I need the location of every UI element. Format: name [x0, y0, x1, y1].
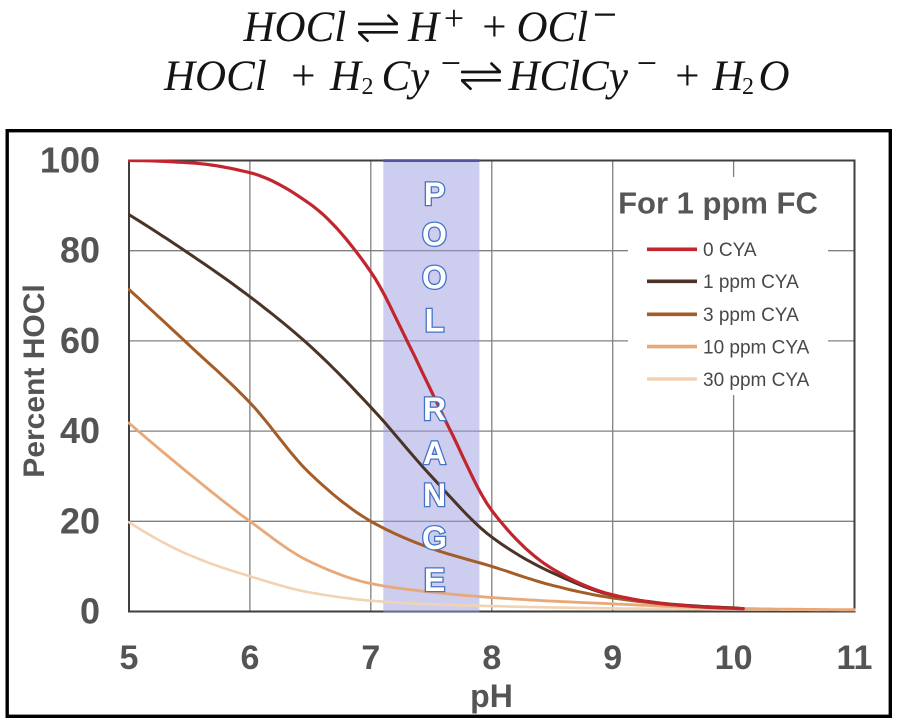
svg-text:L: L	[425, 302, 445, 338]
svg-text:O: O	[422, 260, 447, 296]
svg-text:5: 5	[120, 639, 139, 677]
svg-text:R: R	[423, 391, 446, 427]
svg-text:pH: pH	[470, 678, 513, 714]
svg-text:3 ppm CYA: 3 ppm CYA	[703, 305, 799, 326]
svg-text:N: N	[423, 477, 446, 513]
svg-text:For 1 ppm FC: For 1 ppm FC	[618, 186, 818, 221]
svg-text:40: 40	[60, 410, 100, 451]
svg-text:0: 0	[80, 591, 100, 632]
svg-text:80: 80	[60, 230, 100, 271]
svg-text:E: E	[424, 562, 445, 598]
svg-text:1 ppm CYA: 1 ppm CYA	[703, 272, 799, 293]
svg-text:O: O	[422, 217, 447, 253]
svg-text:9: 9	[603, 639, 622, 677]
svg-text:30 ppm CYA: 30 ppm CYA	[703, 370, 810, 391]
svg-text:10 ppm CYA: 10 ppm CYA	[703, 337, 810, 358]
svg-text:60: 60	[60, 320, 100, 361]
svg-text:11: 11	[837, 639, 873, 677]
svg-text:7: 7	[361, 639, 380, 677]
svg-text:10: 10	[715, 639, 753, 677]
svg-text:8: 8	[482, 639, 501, 677]
svg-text:A: A	[423, 435, 446, 471]
svg-text:100: 100	[40, 140, 100, 181]
svg-text:Percent HOCl: Percent HOCl	[18, 284, 51, 477]
svg-text:G: G	[422, 520, 447, 556]
svg-text:P: P	[424, 176, 445, 212]
svg-text:6: 6	[240, 639, 259, 677]
svg-text:20: 20	[60, 500, 100, 541]
svg-text:0 CYA: 0 CYA	[703, 240, 757, 261]
